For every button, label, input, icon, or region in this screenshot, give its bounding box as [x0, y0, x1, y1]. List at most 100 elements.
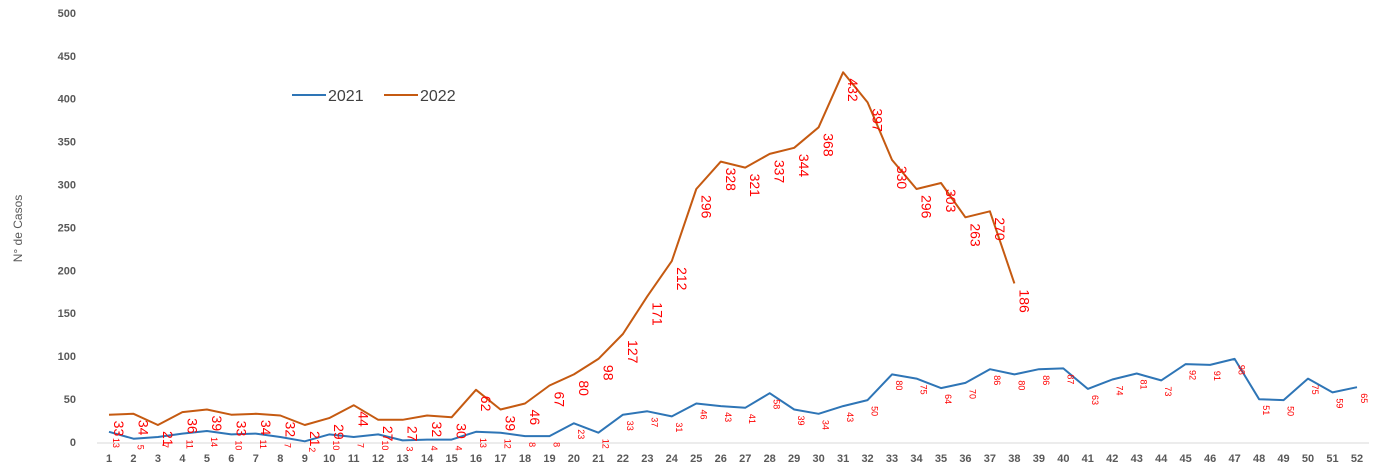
- data-label-2021: 81: [1139, 380, 1149, 390]
- legend: 2021 2022: [292, 88, 456, 105]
- data-label-2022: 80: [576, 380, 592, 396]
- data-label-2021: 92: [1188, 370, 1198, 380]
- x-axis-ticks: 1 2 3 4 5 6 7 8 9 10 11 12 13 14 15 16 17 18 19 20 21 22 23 24 2…: [106, 453, 1363, 465]
- data-label-2022: 21: [160, 431, 176, 447]
- data-label-2021: 65: [1359, 393, 1369, 403]
- series-lines: [108, 71, 1358, 443]
- data-label-2022: 328: [723, 168, 739, 192]
- data-label-2022: 44: [356, 411, 372, 427]
- data-label-2021: 50: [870, 406, 880, 416]
- data-label-2021: 13: [111, 438, 121, 448]
- data-label-2022: 36: [184, 418, 200, 434]
- data-label-2022: 337: [772, 160, 788, 184]
- x-tick-label: 50: [1302, 453, 1314, 465]
- data-label-2022: 33: [111, 421, 127, 437]
- data-label-2022: 30: [454, 423, 470, 439]
- x-tick-label: 6: [228, 453, 234, 465]
- x-tick-label: 16: [470, 453, 482, 465]
- x-tick-label: 17: [494, 453, 506, 465]
- data-label-2021: 91: [1212, 371, 1222, 381]
- data-label-2021: 12: [600, 439, 610, 449]
- x-tick-label: 49: [1277, 453, 1289, 465]
- data-label-2021: 33: [625, 421, 635, 431]
- x-tick-label: 46: [1204, 453, 1216, 465]
- data-label-2022: 32: [282, 422, 298, 438]
- data-label-2021: 11: [184, 440, 194, 449]
- data-label-2021: 2: [307, 447, 317, 452]
- y-tick-label: 350: [58, 137, 76, 149]
- x-tick-label: 38: [1008, 453, 1020, 465]
- x-tick-label: 32: [861, 453, 873, 465]
- legend-label: 2022: [420, 88, 456, 105]
- x-tick-label: 23: [641, 453, 653, 465]
- x-tick-label: 20: [568, 453, 580, 465]
- data-label-2021: 41: [747, 414, 757, 424]
- data-label-2021: 11: [258, 440, 268, 449]
- y-tick-label: 200: [58, 265, 76, 277]
- data-label-2022: 368: [821, 133, 837, 157]
- data-label-2021: 10: [331, 440, 341, 450]
- data-label-2022: 29: [331, 424, 347, 440]
- data-label-2022: 171: [649, 302, 665, 326]
- data-label-2021: 59: [1335, 398, 1345, 408]
- x-tick-label: 13: [397, 453, 409, 465]
- data-label-2021: 50: [1286, 406, 1296, 416]
- y-tick-label: 500: [58, 8, 76, 20]
- data-label-2022: 303: [943, 189, 959, 213]
- data-label-2022: 39: [209, 416, 225, 432]
- x-tick-label: 21: [592, 453, 604, 465]
- data-label-2021: 12: [503, 439, 513, 449]
- x-tick-label: 19: [543, 453, 555, 465]
- x-tick-label: 48: [1253, 453, 1265, 465]
- data-label-2022: 27: [405, 426, 421, 442]
- x-tick-label: 25: [690, 453, 702, 465]
- data-label-2021: 8: [551, 442, 561, 447]
- x-tick-label: 30: [813, 453, 825, 465]
- data-label-2021: 5: [135, 445, 145, 450]
- data-label-2021: 80: [894, 380, 904, 390]
- data-label-2021: 14: [209, 437, 219, 447]
- x-tick-label: 37: [984, 453, 996, 465]
- data-label-2022: 296: [698, 195, 714, 219]
- data-label-2022: 344: [796, 154, 812, 178]
- data-label-2022: 33: [233, 421, 249, 437]
- data-label-2021: 13: [478, 438, 488, 448]
- y-tick-label: 100: [58, 351, 76, 363]
- data-label-2021: 3: [405, 446, 415, 451]
- data-label-2022: 127: [625, 340, 641, 364]
- data-label-2021: 70: [967, 389, 977, 399]
- data-label-2022: 62: [478, 396, 494, 412]
- data-label-2021: 63: [1090, 395, 1100, 405]
- data-label-2021: 39: [796, 416, 806, 426]
- data-label-2022: 212: [674, 267, 690, 291]
- data-label-2022: 34: [135, 420, 151, 436]
- data-label-2022: 321: [747, 174, 763, 198]
- data-label-2021: 74: [1114, 386, 1124, 396]
- data-label-2021: 73: [1163, 386, 1173, 396]
- data-label-2021: 98: [1237, 365, 1247, 375]
- x-tick-label: 12: [372, 453, 384, 465]
- x-tick-label: 39: [1033, 453, 1045, 465]
- x-tick-label: 2: [130, 453, 136, 465]
- data-label-2022: 330: [894, 166, 910, 190]
- x-tick-label: 47: [1228, 453, 1240, 465]
- y-tick-label: 0: [70, 437, 76, 449]
- data-label-2022: 98: [600, 365, 616, 381]
- y-tick-label: 50: [64, 394, 76, 406]
- data-label-2021: 34: [821, 420, 831, 430]
- data-label-2021: 80: [1016, 380, 1026, 390]
- x-tick-label: 45: [1180, 453, 1192, 465]
- data-label-2021: 23: [576, 429, 586, 439]
- x-tick-label: 34: [910, 453, 923, 465]
- data-label-2022: 263: [967, 223, 983, 247]
- x-tick-label: 14: [421, 453, 434, 465]
- data-label-2021: 75: [1310, 385, 1320, 395]
- data-label-2021: 43: [723, 412, 733, 422]
- data-label-2021: 31: [674, 422, 684, 432]
- data-label-2021: 4: [454, 446, 464, 451]
- data-label-2022: 39: [503, 416, 519, 432]
- data-label-2021: 7: [356, 443, 366, 448]
- data-label-2021: 37: [649, 417, 659, 427]
- x-tick-label: 28: [764, 453, 776, 465]
